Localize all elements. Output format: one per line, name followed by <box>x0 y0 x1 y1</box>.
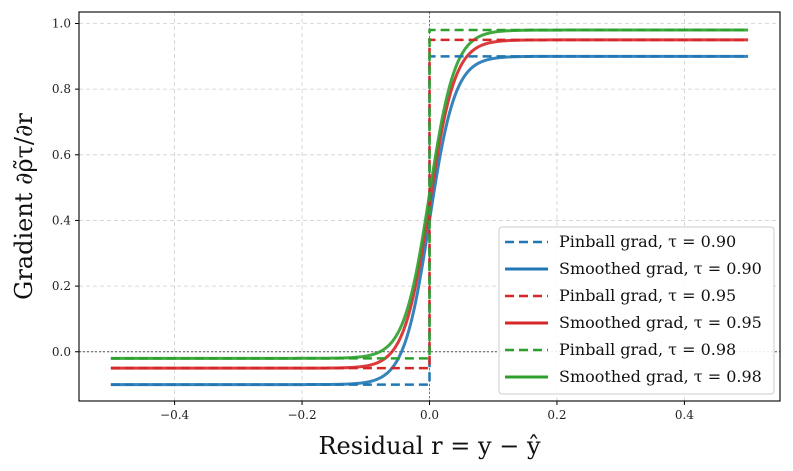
legend-entry-label: Pinball grad, τ = 0.95 <box>559 286 736 305</box>
x-tick-label: 0.4 <box>675 408 694 422</box>
x-tick-label: 0.0 <box>420 408 439 422</box>
y-tick-label: 0.4 <box>52 213 71 227</box>
legend-entry-label: Smoothed grad, τ = 0.90 <box>559 259 762 278</box>
legend-entry-label: Pinball grad, τ = 0.90 <box>559 232 736 251</box>
pinball-gradient-line <box>110 38 749 370</box>
series-lines <box>110 28 749 387</box>
y-tick-label: 0.8 <box>52 82 71 96</box>
legend[interactable]: Pinball grad, τ = 0.90 Smoothed grad, τ =… <box>498 226 775 395</box>
x-tick-label: −0.2 <box>287 408 316 422</box>
y-tick-label: 1.0 <box>52 16 71 30</box>
y-tick-label: 0.2 <box>52 279 71 293</box>
axis-ticks: −0.4 −0.2 0.0 0.2 0.4 0.0 0.2 0.4 0.6 0.8 1.0 <box>52 16 694 422</box>
x-tick-label: 0.2 <box>547 408 566 422</box>
legend-entry-label: Pinball grad, τ = 0.98 <box>559 340 736 359</box>
x-tick-label: −0.4 <box>160 408 190 422</box>
x-axis-title: Residual r = y − ŷ <box>318 432 540 460</box>
y-axis-title: Gradient ∂ρ̃τ/∂r <box>10 113 38 300</box>
legend-box <box>498 226 775 395</box>
pinball-gradient-line <box>110 28 749 360</box>
y-tick-label: 0.0 <box>52 345 71 359</box>
legend-entry-label: Smoothed grad, τ = 0.95 <box>559 313 762 332</box>
legend-entry-label: Smoothed grad, τ = 0.98 <box>559 367 762 386</box>
y-tick-label: 0.6 <box>52 148 71 162</box>
